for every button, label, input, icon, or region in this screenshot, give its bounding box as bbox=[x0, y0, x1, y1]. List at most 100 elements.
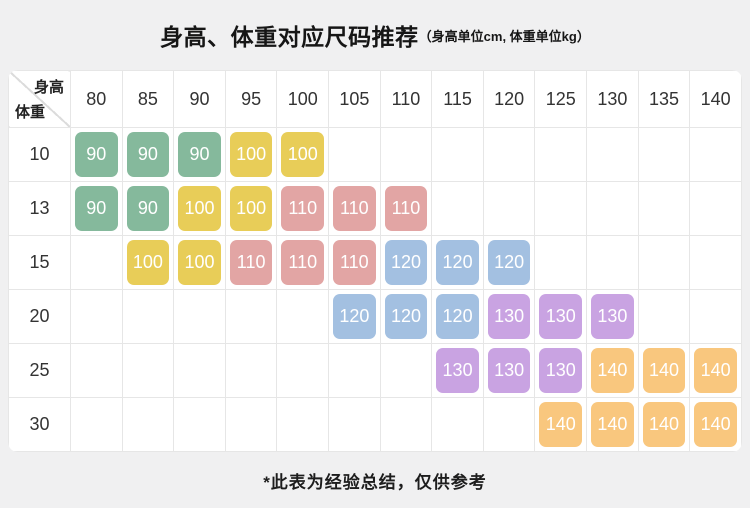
size-cell bbox=[637, 181, 691, 236]
footnote: *此表为经验总结，仅供参考 bbox=[263, 472, 487, 492]
size-cell bbox=[224, 289, 278, 344]
size-cell: 140 bbox=[637, 397, 691, 452]
height-header-cell: 85 bbox=[121, 70, 175, 128]
size-cell bbox=[70, 235, 123, 290]
size-cell: 120 bbox=[431, 289, 484, 344]
size-badge: 140 bbox=[591, 348, 634, 393]
size-cell: 100 bbox=[224, 181, 278, 236]
size-badge: 90 bbox=[75, 186, 118, 231]
size-cell bbox=[689, 127, 742, 182]
weight-row-header: 20 bbox=[8, 289, 71, 344]
size-cell bbox=[482, 181, 536, 236]
size-cell bbox=[586, 127, 639, 182]
size-chart-table: 身高 体重 80 85 90 95 100 105 110 115 120 125 130 135 14… bbox=[8, 70, 742, 452]
size-cell: 130 bbox=[431, 343, 484, 398]
size-cell bbox=[224, 343, 278, 398]
page-header: 身高、体重对应尺码推荐 （身高单位cm, 体重单位kg） bbox=[0, 0, 750, 70]
size-cell bbox=[637, 235, 691, 290]
size-cell: 110 bbox=[276, 235, 330, 290]
size-cell: 120 bbox=[431, 235, 484, 290]
size-cell: 140 bbox=[637, 343, 691, 398]
size-badge: 120 bbox=[384, 240, 428, 285]
size-badge: 110 bbox=[333, 186, 376, 231]
height-header-cell: 95 bbox=[224, 70, 278, 128]
size-cell bbox=[431, 127, 484, 182]
table-row: 20 120 120 120 130 130 130 bbox=[8, 289, 742, 344]
size-badge: 110 bbox=[384, 186, 428, 231]
size-cell: 110 bbox=[224, 235, 278, 290]
corner-label-height: 身高 bbox=[33, 79, 64, 96]
size-cell bbox=[224, 397, 278, 452]
size-cell: 120 bbox=[379, 289, 433, 344]
height-header-cell: 80 bbox=[70, 70, 123, 128]
size-badge: 100 bbox=[229, 186, 273, 231]
size-cell: 140 bbox=[586, 343, 639, 398]
size-cell bbox=[121, 343, 175, 398]
corner-cell: 身高 体重 bbox=[8, 70, 71, 128]
size-cell: 90 bbox=[121, 127, 175, 182]
size-cell: 140 bbox=[689, 397, 742, 452]
size-cell: 100 bbox=[121, 235, 175, 290]
size-badge: 140 bbox=[642, 402, 686, 447]
height-header-cell: 110 bbox=[379, 70, 433, 128]
size-cell: 120 bbox=[328, 289, 381, 344]
size-badge: 110 bbox=[281, 240, 325, 285]
weight-row-header: 25 bbox=[8, 343, 71, 398]
table-row: 30 140 140 140 140 bbox=[8, 397, 742, 452]
size-cell: 120 bbox=[379, 235, 433, 290]
size-badge: 90 bbox=[75, 132, 118, 177]
size-cell: 130 bbox=[482, 289, 536, 344]
size-cell bbox=[276, 289, 330, 344]
size-cell: 140 bbox=[534, 397, 588, 452]
size-cell: 110 bbox=[328, 235, 381, 290]
size-cell bbox=[586, 235, 639, 290]
height-header-cell: 120 bbox=[482, 70, 536, 128]
size-cell: 130 bbox=[534, 343, 588, 398]
weight-row-header: 13 bbox=[8, 181, 71, 236]
height-header-cell: 125 bbox=[534, 70, 588, 128]
size-cell bbox=[534, 235, 588, 290]
size-cell bbox=[482, 127, 536, 182]
size-cell bbox=[431, 181, 484, 236]
size-badge: 120 bbox=[487, 240, 531, 285]
size-badge: 120 bbox=[384, 294, 428, 339]
size-badge: 130 bbox=[591, 294, 634, 339]
weight-row-header: 15 bbox=[8, 235, 71, 290]
size-cell bbox=[379, 343, 433, 398]
size-cell: 110 bbox=[379, 181, 433, 236]
size-badge: 130 bbox=[539, 294, 583, 339]
size-cell bbox=[482, 397, 536, 452]
corner-label-weight: 体重 bbox=[15, 104, 46, 121]
size-cell bbox=[689, 235, 742, 290]
size-badge: 100 bbox=[229, 132, 273, 177]
size-badge: 100 bbox=[126, 240, 170, 285]
size-cell bbox=[121, 289, 175, 344]
height-header-cell: 140 bbox=[689, 70, 742, 128]
size-cell bbox=[70, 343, 123, 398]
size-cell: 90 bbox=[121, 181, 175, 236]
size-cell bbox=[637, 289, 691, 344]
header-row: 身高 体重 80 85 90 95 100 105 110 115 120 125 130 135 14… bbox=[8, 70, 742, 128]
size-badge: 140 bbox=[642, 348, 686, 393]
table-row: 10 90 90 90 100 100 bbox=[8, 127, 742, 182]
size-cell: 140 bbox=[586, 397, 639, 452]
size-cell: 130 bbox=[586, 289, 639, 344]
size-cell: 110 bbox=[328, 181, 381, 236]
size-cell: 130 bbox=[534, 289, 588, 344]
table-row: 25 130 130 130 140 140 140 bbox=[8, 343, 742, 398]
size-badge: 110 bbox=[229, 240, 273, 285]
size-badge: 90 bbox=[126, 186, 170, 231]
size-cell: 90 bbox=[70, 127, 123, 182]
size-cell bbox=[173, 343, 226, 398]
size-cell: 100 bbox=[173, 235, 226, 290]
size-cell: 130 bbox=[482, 343, 536, 398]
size-chart-card: 身高 体重 80 85 90 95 100 105 110 115 120 125 130 135 14… bbox=[8, 70, 742, 452]
height-header-cell: 115 bbox=[431, 70, 484, 128]
size-cell bbox=[173, 289, 226, 344]
size-cell bbox=[586, 181, 639, 236]
height-header-cell: 90 bbox=[173, 70, 226, 128]
size-cell bbox=[328, 343, 381, 398]
size-badge: 130 bbox=[487, 348, 531, 393]
size-cell: 100 bbox=[173, 181, 226, 236]
size-badge: 130 bbox=[436, 348, 479, 393]
